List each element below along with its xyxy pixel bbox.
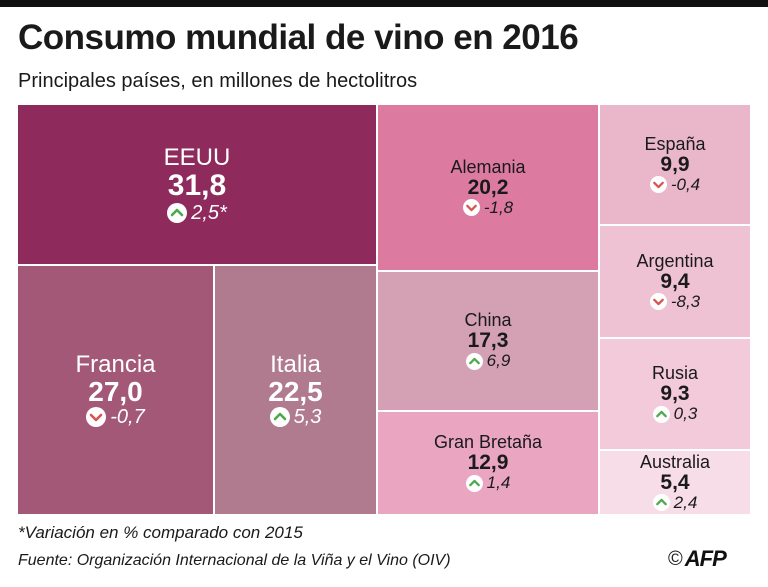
tile-change: 0,3	[652, 404, 698, 424]
chart-title: Consumo mundial de vino en 2016	[18, 18, 579, 57]
tile-francia: Francia 27,0 -0,7	[17, 265, 214, 515]
tile-value: 27,0	[88, 375, 143, 407]
tile-argentina: Argentina 9,4 -8,3	[599, 225, 751, 338]
tile-value: 20,2	[467, 175, 509, 199]
tile-change-label: 2,5*	[191, 201, 227, 224]
tile-alemania: Alemania 20,2 -1,8	[377, 104, 599, 271]
tile-change-label: 6,9	[486, 351, 511, 371]
tile-espana: España 9,9 -0,4	[599, 104, 751, 225]
chart-subtitle: Principales países, en millones de hecto…	[18, 70, 418, 92]
tile-name: China	[464, 310, 512, 331]
tile-change: -0,4	[649, 174, 701, 195]
credit: © AFP	[668, 546, 727, 572]
afp-logo: AFP	[684, 546, 727, 571]
tile-italia: Italia 22,5 5,3	[214, 265, 377, 515]
copyright-symbol: ©	[668, 547, 683, 570]
tile-name: Italia	[270, 350, 321, 378]
tile-name: Gran Bretaña	[433, 432, 543, 453]
tile-name: Australia	[639, 451, 711, 472]
tile-value: 31,8	[167, 169, 227, 203]
tile-change: 1,4	[465, 473, 511, 493]
chevron-up-icon	[465, 352, 483, 370]
tile-eeuu: EEUU 31,8 2,5*	[17, 104, 377, 265]
tile-value: 9,9	[660, 152, 690, 176]
tile-australia: Australia 5,4 2,4	[599, 450, 751, 515]
tile-change-label: -0,4	[670, 174, 701, 194]
tile-change-label: 0,3	[673, 404, 698, 424]
tile-change: 6,9	[465, 351, 511, 371]
tile-change-label: 1,4	[486, 473, 511, 493]
tile-change: 5,3	[269, 406, 322, 429]
tile-name: Argentina	[636, 250, 714, 271]
tile-value: 9,3	[660, 382, 690, 406]
chevron-down-icon	[86, 407, 107, 428]
tile-change: -0,7	[86, 406, 145, 429]
tile-change: 2,5*	[167, 202, 227, 224]
tile-change: -8,3	[649, 291, 701, 312]
tile-change-label: -1,8	[483, 197, 514, 217]
tile-rusia: Rusia 9,3 0,3	[599, 338, 751, 450]
tile-name: EEUU	[163, 144, 231, 172]
tile-value: 17,3	[467, 329, 509, 353]
tile-change: 2,4	[652, 492, 698, 513]
tile-value: 12,9	[467, 451, 509, 475]
chevron-down-icon	[462, 199, 480, 217]
footnote: *Variación en % comparado con 2015	[18, 523, 303, 542]
tile-name: Alemania	[450, 156, 526, 177]
tile-change-label: -8,3	[670, 291, 701, 311]
top-bar	[0, 0, 768, 7]
tile-name: Rusia	[651, 363, 699, 384]
chevron-up-icon	[167, 202, 188, 223]
chevron-up-icon	[652, 405, 670, 423]
tile-china: China 17,3 6,9	[377, 271, 599, 411]
chevron-down-icon	[649, 176, 667, 194]
tile-change-label: 5,3	[293, 406, 322, 429]
chevron-down-icon	[649, 293, 667, 311]
chevron-up-icon	[465, 474, 483, 492]
tile-name: España	[644, 133, 706, 154]
source-note: Fuente: Organización Internacional de la…	[18, 552, 451, 569]
tile-value: 22,5	[268, 375, 323, 407]
chevron-up-icon	[652, 494, 670, 512]
tile-value: 5,4	[660, 470, 690, 494]
tile-name: Francia	[75, 350, 156, 378]
tile-change: -1,8	[462, 197, 514, 218]
tile-change-label: 2,4	[673, 492, 698, 512]
tile-gran-bretana: Gran Bretaña 12,9 1,4	[377, 411, 599, 515]
tile-change-label: -0,7	[110, 406, 145, 429]
chevron-up-icon	[269, 407, 290, 428]
tile-value: 9,4	[660, 269, 690, 293]
